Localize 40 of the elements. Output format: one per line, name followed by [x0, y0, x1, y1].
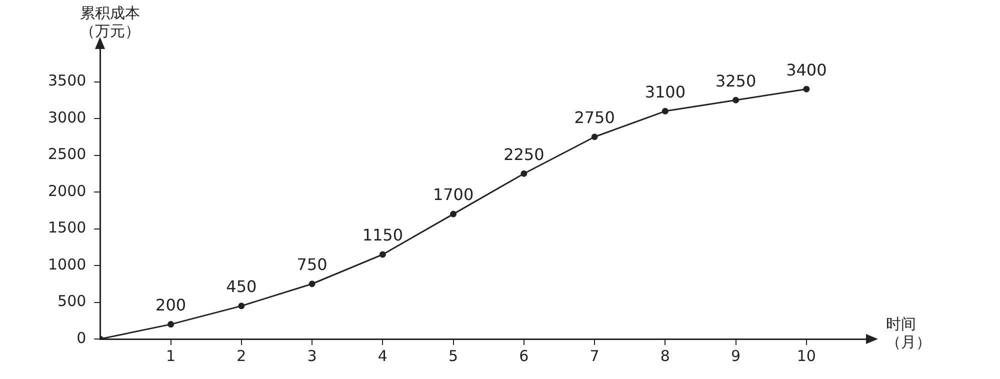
data-label: 2750: [574, 108, 615, 128]
data-label: 1150: [362, 226, 404, 245]
x-tick-label: 8: [660, 346, 670, 365]
x-tick-label: 9: [731, 346, 741, 365]
y-tick-label: 1000: [48, 255, 86, 274]
point: [591, 134, 598, 140]
data-label: 3400: [786, 60, 827, 80]
point: [803, 86, 810, 92]
data-label: 450: [226, 277, 257, 296]
point: [662, 108, 668, 114]
x-tick-label: 3: [307, 346, 317, 365]
y-tick-label: 3500: [48, 72, 86, 90]
point: [238, 302, 245, 310]
data-label: 3250: [715, 71, 756, 90]
data-label: 200: [156, 295, 186, 314]
y-tick-label: 0: [76, 328, 86, 347]
y-tick-label: 500: [58, 292, 86, 310]
y-tick-label: 1500: [48, 218, 86, 237]
point: [379, 251, 386, 258]
y-tick-label: 3000: [48, 108, 86, 126]
point: [520, 170, 528, 177]
point: [308, 280, 316, 288]
data-label: 3100: [644, 82, 686, 102]
y-axis-title: 累积成本（万元）: [80, 4, 142, 40]
x-tick-label: 7: [590, 346, 600, 365]
x-tick-label: 5: [448, 346, 458, 365]
x-tick-label: 6: [519, 346, 529, 365]
x-axis-title: 时间（月）: [886, 315, 932, 351]
point: [450, 210, 457, 218]
data-label: 750: [296, 255, 328, 274]
x-tick-label: 10: [796, 346, 816, 365]
point: [732, 96, 740, 104]
x-tick-label: 4: [378, 346, 388, 365]
x-tick-label: 1: [166, 346, 176, 365]
data-label: 1700: [432, 185, 474, 204]
y-tick-label: 2000: [48, 182, 86, 200]
point: [168, 321, 174, 328]
x-tick-label: 2: [236, 346, 246, 365]
data-label: 2250: [504, 144, 544, 164]
y-tick-label: 2500: [48, 145, 86, 164]
